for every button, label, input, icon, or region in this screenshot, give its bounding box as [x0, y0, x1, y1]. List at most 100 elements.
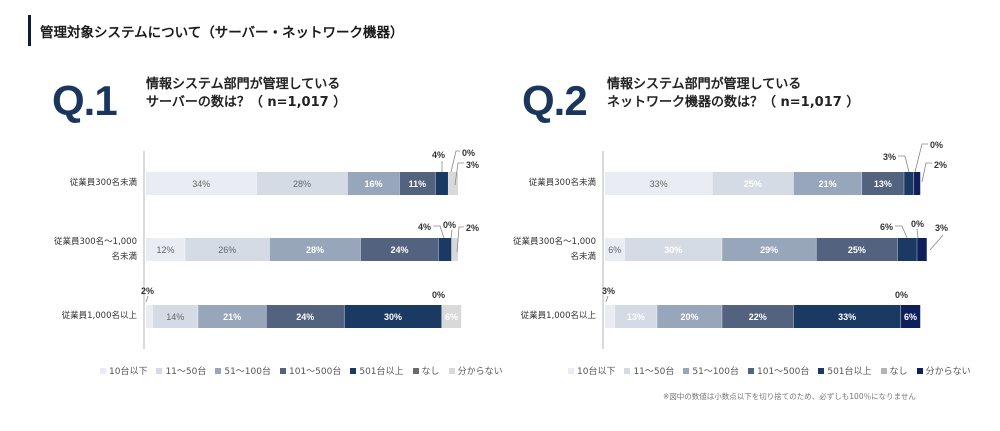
- data-label: 20%: [680, 312, 698, 322]
- legend-item: 51～100台: [683, 364, 739, 377]
- bar-segment: [438, 238, 452, 261]
- bar-segment: [913, 172, 921, 195]
- bar-segment: [917, 238, 927, 261]
- legend-swatch: [624, 367, 631, 374]
- data-label: 0%: [432, 290, 445, 300]
- question-1-number: Q.1: [52, 77, 118, 124]
- data-label: 3%: [883, 152, 896, 162]
- data-label: 11%: [409, 179, 427, 189]
- legend-label: 11～50台: [165, 367, 207, 377]
- bar-segment: [185, 238, 270, 261]
- leader-line: [454, 162, 464, 186]
- legend-item: 10台以下: [568, 364, 615, 377]
- data-label: 26%: [218, 245, 236, 255]
- bar-segment: [347, 172, 400, 195]
- bar-segment: [816, 238, 898, 261]
- leader-line: [605, 295, 609, 303]
- data-label: 33%: [650, 179, 668, 189]
- legend-label: 11～50台: [633, 367, 675, 377]
- data-label: 21%: [819, 179, 837, 189]
- legend-item: なし: [412, 364, 440, 377]
- leader-line: [456, 226, 464, 253]
- legend-item: 10台以下: [100, 364, 147, 377]
- footnote: ※図中の数値は小数点以下を切り捨てのため、必ずしも100％になりません: [663, 392, 916, 401]
- bar-segment: [360, 238, 439, 261]
- question-2-text: 情報システム部門が管理している ネットワーク機器の数は？（ n=1,017 ）: [607, 76, 859, 112]
- bar-segment: [712, 172, 794, 195]
- legend-swatch: [100, 367, 106, 374]
- legend-label: 10台以下: [109, 367, 148, 377]
- data-label: 13%: [874, 179, 892, 189]
- data-label: 4%: [432, 150, 445, 160]
- bar-segment: [198, 305, 267, 328]
- data-label: 6%: [880, 222, 893, 232]
- data-label: 6%: [904, 312, 917, 322]
- data-label: 2%: [934, 160, 947, 170]
- legend-label: なし: [889, 367, 908, 377]
- leader-line: [898, 155, 910, 173]
- data-label: 24%: [296, 312, 314, 322]
- data-label: 29%: [760, 245, 778, 255]
- legend-label: 101～500台: [757, 367, 810, 377]
- data-label: 12%: [156, 245, 174, 255]
- data-label: 28%: [293, 179, 311, 189]
- legend-label: なし: [421, 367, 440, 377]
- legend-label: 501台以上: [359, 367, 404, 377]
- data-label: 6%: [445, 312, 458, 322]
- data-label: 24%: [390, 245, 408, 255]
- legend-item: 11～50台: [156, 364, 206, 377]
- data-label: 16%: [364, 179, 382, 189]
- section-title: 管理対象システムについて（サーバー・ネットワーク機器）: [40, 25, 404, 41]
- data-label: 0%: [911, 219, 924, 229]
- bar-segment: [605, 238, 625, 261]
- chart-1-legend: 10台以下 11～50台 51～100台 101～500台 501台以上 なし 分からない: [100, 364, 503, 377]
- legend-label: 51～100台: [692, 367, 739, 377]
- leader-line: [929, 234, 944, 251]
- data-label: 13%: [627, 312, 645, 322]
- question-1-line1: 情報システム部門が管理している: [146, 77, 341, 92]
- bar-segment: [344, 305, 442, 328]
- legend-label: 分からない: [457, 367, 503, 377]
- legend-swatch: [448, 367, 455, 374]
- bar-segment: [614, 305, 657, 328]
- header-accent-bar: [28, 15, 31, 46]
- legend-label: 51～100台: [224, 367, 271, 377]
- data-label: 25%: [848, 245, 866, 255]
- legend-swatch: [916, 367, 923, 374]
- category-label: 従業員300名～1,000 名未満: [512, 237, 596, 262]
- data-label: 14%: [166, 312, 184, 322]
- bar-segment: [657, 305, 722, 328]
- bar-segment: [904, 172, 914, 195]
- data-label: 21%: [223, 312, 241, 322]
- bar-segment: [399, 172, 436, 195]
- question-2-number: Q.2: [522, 77, 588, 124]
- bar-segment: [269, 238, 361, 261]
- bar-segment: [448, 172, 458, 195]
- leader-line: [921, 162, 932, 183]
- bar-segment: [793, 305, 901, 328]
- bar-segment: [722, 238, 817, 261]
- data-label: 33%: [838, 312, 856, 322]
- category-label: 従業員300名未満: [69, 178, 137, 188]
- data-label: 0%: [462, 148, 475, 158]
- leader-line: [895, 225, 908, 239]
- category-label: 従業員1,000名以上: [520, 311, 596, 321]
- question-1-text: 情報システム部門が管理している サーバーの数は？（ n=1,017 ）: [146, 76, 346, 112]
- leader-line: [914, 143, 928, 173]
- leader-line: [916, 228, 919, 239]
- category-label: 従業員300名未満: [528, 178, 596, 188]
- legend-label: 10台以下: [577, 367, 616, 377]
- bar-segment: [897, 238, 917, 261]
- data-label: 2%: [466, 223, 479, 233]
- legend-item: なし: [880, 364, 908, 377]
- bar-segment: [722, 305, 794, 328]
- leader-line: [433, 225, 445, 239]
- question-2-line2: ネットワーク機器の数は？（ n=1,017 ）: [607, 95, 860, 110]
- question-2-line1: 情報システム部門が管理している: [607, 77, 802, 92]
- bar-segment: [256, 172, 348, 195]
- data-label: 25%: [744, 179, 762, 189]
- data-label: 3%: [935, 223, 948, 233]
- bar-segment: [152, 305, 198, 328]
- data-label: 22%: [749, 312, 767, 322]
- legend-swatch: [280, 367, 286, 374]
